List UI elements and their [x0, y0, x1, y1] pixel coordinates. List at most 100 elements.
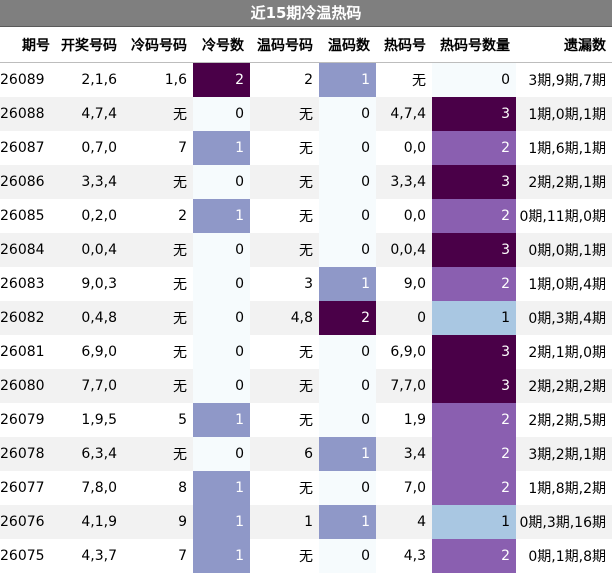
issue-cell: 26086 — [0, 165, 56, 199]
hot-count-cell: 2 — [432, 199, 516, 233]
draw-cell: 7,8,0 — [56, 471, 123, 505]
header-cold-count: 冷号数 — [193, 27, 250, 63]
hot-count-cell: 0 — [432, 62, 516, 97]
miss-cell: 3期,9期,7期 — [516, 62, 612, 97]
warm-cell: 1 — [250, 505, 319, 539]
hot-count-cell: 3 — [432, 233, 516, 267]
miss-cell: 3期,2期,1期 — [516, 437, 612, 471]
header-draw: 开奖号码 — [56, 27, 123, 63]
hot-cell: 9,0 — [376, 267, 432, 301]
issue-cell: 26075 — [0, 539, 56, 573]
header-miss: 遗漏数 — [516, 27, 612, 63]
issue-cell: 26085 — [0, 199, 56, 233]
header-warm-count: 温码数 — [319, 27, 376, 63]
cold-cell: 2 — [123, 199, 193, 233]
warm-count-cell: 1 — [319, 267, 376, 301]
header-issue: 期号 — [0, 27, 56, 63]
hot-cell: 4,3 — [376, 539, 432, 573]
table-row: 26089 2,1,6 1,6 2 2 1 无 0 3期,9期,7期 — [0, 62, 612, 97]
warm-cell: 无 — [250, 403, 319, 437]
table-row: 26077 7,8,0 8 1 无 0 7,0 2 1期,8期,2期 — [0, 471, 612, 505]
issue-cell: 26082 — [0, 301, 56, 335]
cold-cell: 8 — [123, 471, 193, 505]
miss-cell: 0期,11期,0期 — [516, 199, 612, 233]
hot-count-cell: 3 — [432, 335, 516, 369]
hot-count-cell: 3 — [432, 97, 516, 131]
table-title: 近15期冷温热码 — [0, 0, 612, 27]
cold-cell: 无 — [123, 369, 193, 403]
warm-cell: 3 — [250, 267, 319, 301]
draw-cell: 6,3,4 — [56, 437, 123, 471]
miss-cell: 1期,0期,4期 — [516, 267, 612, 301]
issue-cell: 26083 — [0, 267, 56, 301]
hot-cell: 0 — [376, 301, 432, 335]
warm-cell: 2 — [250, 62, 319, 97]
hot-count-cell: 2 — [432, 437, 516, 471]
warm-count-cell: 0 — [319, 403, 376, 437]
miss-cell: 2期,2期,1期 — [516, 165, 612, 199]
draw-cell: 7,7,0 — [56, 369, 123, 403]
cold-count-cell: 2 — [193, 62, 250, 97]
hot-cell: 7,7,0 — [376, 369, 432, 403]
warm-count-cell: 1 — [319, 505, 376, 539]
hot-cell: 3,4 — [376, 437, 432, 471]
table-row: 26076 4,1,9 9 1 1 1 4 1 0期,3期,16期 — [0, 505, 612, 539]
issue-cell: 26081 — [0, 335, 56, 369]
cold-cell: 9 — [123, 505, 193, 539]
hot-cell: 无 — [376, 62, 432, 97]
warm-count-cell: 0 — [319, 369, 376, 403]
warm-cell: 4,8 — [250, 301, 319, 335]
cold-count-cell: 0 — [193, 369, 250, 403]
cold-cell: 无 — [123, 233, 193, 267]
miss-cell: 2期,1期,0期 — [516, 335, 612, 369]
hot-cell: 0,0,4 — [376, 233, 432, 267]
miss-cell: 0期,0期,1期 — [516, 233, 612, 267]
draw-cell: 6,9,0 — [56, 335, 123, 369]
hot-count-cell: 2 — [432, 471, 516, 505]
warm-count-cell: 1 — [319, 437, 376, 471]
warm-count-cell: 0 — [319, 131, 376, 165]
cold-cell: 1,6 — [123, 62, 193, 97]
cold-count-cell: 1 — [193, 471, 250, 505]
hot-count-cell: 3 — [432, 369, 516, 403]
table-row: 26085 0,2,0 2 1 无 0 0,0 2 0期,11期,0期 — [0, 199, 612, 233]
draw-cell: 4,7,4 — [56, 97, 123, 131]
header-cold: 冷码号码 — [123, 27, 193, 63]
draw-cell: 3,3,4 — [56, 165, 123, 199]
table-row: 26083 9,0,3 无 0 3 1 9,0 2 1期,0期,4期 — [0, 267, 612, 301]
miss-cell: 1期,0期,1期 — [516, 97, 612, 131]
hot-cell: 3,3,4 — [376, 165, 432, 199]
miss-cell: 2期,2期,5期 — [516, 403, 612, 437]
draw-cell: 0,0,4 — [56, 233, 123, 267]
cold-warm-hot-table: 期号 开奖号码 冷码号码 冷号数 温码号码 温码数 热码号 热码号数量 遗漏数 … — [0, 27, 612, 573]
issue-cell: 26080 — [0, 369, 56, 403]
warm-cell: 无 — [250, 131, 319, 165]
hot-count-cell: 1 — [432, 301, 516, 335]
draw-cell: 0,4,8 — [56, 301, 123, 335]
miss-cell: 0期,3期,4期 — [516, 301, 612, 335]
table-row: 26080 7,7,0 无 0 无 0 7,7,0 3 2期,2期,2期 — [0, 369, 612, 403]
issue-cell: 26087 — [0, 131, 56, 165]
cold-count-cell: 1 — [193, 199, 250, 233]
cold-cell: 无 — [123, 267, 193, 301]
draw-cell: 0,7,0 — [56, 131, 123, 165]
issue-cell: 26084 — [0, 233, 56, 267]
table-body: 26089 2,1,6 1,6 2 2 1 无 0 3期,9期,7期 26088 4,7,4 无 0 无 0… — [0, 62, 612, 573]
cold-count-cell: 1 — [193, 131, 250, 165]
hot-count-cell: 1 — [432, 505, 516, 539]
hot-cell: 4,7,4 — [376, 97, 432, 131]
warm-count-cell: 0 — [319, 199, 376, 233]
cold-cell: 无 — [123, 165, 193, 199]
cold-count-cell: 0 — [193, 165, 250, 199]
hot-cell: 0,0 — [376, 131, 432, 165]
table-row: 26088 4,7,4 无 0 无 0 4,7,4 3 1期,0期,1期 — [0, 97, 612, 131]
miss-cell: 0期,3期,16期 — [516, 505, 612, 539]
draw-cell: 4,3,7 — [56, 539, 123, 573]
warm-count-cell: 0 — [319, 233, 376, 267]
table-row: 26087 0,7,0 7 1 无 0 0,0 2 1期,6期,1期 — [0, 131, 612, 165]
cold-count-cell: 0 — [193, 437, 250, 471]
issue-cell: 26077 — [0, 471, 56, 505]
hot-count-cell: 3 — [432, 165, 516, 199]
issue-cell: 26088 — [0, 97, 56, 131]
cold-cell: 无 — [123, 97, 193, 131]
